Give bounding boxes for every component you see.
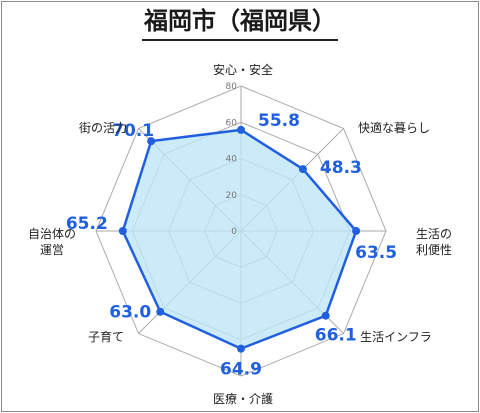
tick-label: 0 [231, 227, 237, 237]
data-point [147, 137, 156, 146]
category-label: 子育て [88, 329, 124, 344]
data-label: 48.3 [320, 158, 362, 178]
data-label: 70.1 [112, 121, 154, 141]
category-label: 街の活力 [79, 121, 127, 135]
tick-label: 60 [226, 118, 238, 128]
category-label: 自治体の運営 [28, 227, 76, 257]
category-label: 生活インフラ [360, 330, 432, 344]
data-point [237, 125, 245, 134]
data-point [237, 344, 245, 353]
category-label: 快適な暮らし [358, 120, 430, 135]
data-label: 65.2 [66, 214, 108, 234]
data-label: 55.8 [258, 111, 300, 131]
data-point [156, 307, 165, 316]
data-point [118, 227, 127, 235]
category-label: 医療・介護 [213, 391, 273, 406]
tick-label: 80 [226, 82, 238, 92]
chart-title: 福岡市（福岡県） [142, 6, 338, 41]
title-wrap: 福岡市（福岡県） [0, 6, 480, 41]
data-label: 66.1 [315, 326, 357, 346]
data-point [352, 227, 361, 235]
data-label: 63.0 [109, 303, 151, 323]
tick-label: 20 [226, 191, 238, 201]
data-point [321, 311, 330, 320]
category-label: 安心・安全 [213, 62, 273, 77]
data-label: 64.9 [220, 360, 262, 380]
data-point [298, 165, 307, 174]
data-label: 63.5 [355, 243, 397, 263]
category-label: 生活の利便性 [416, 227, 452, 257]
tick-label: 40 [226, 155, 238, 165]
